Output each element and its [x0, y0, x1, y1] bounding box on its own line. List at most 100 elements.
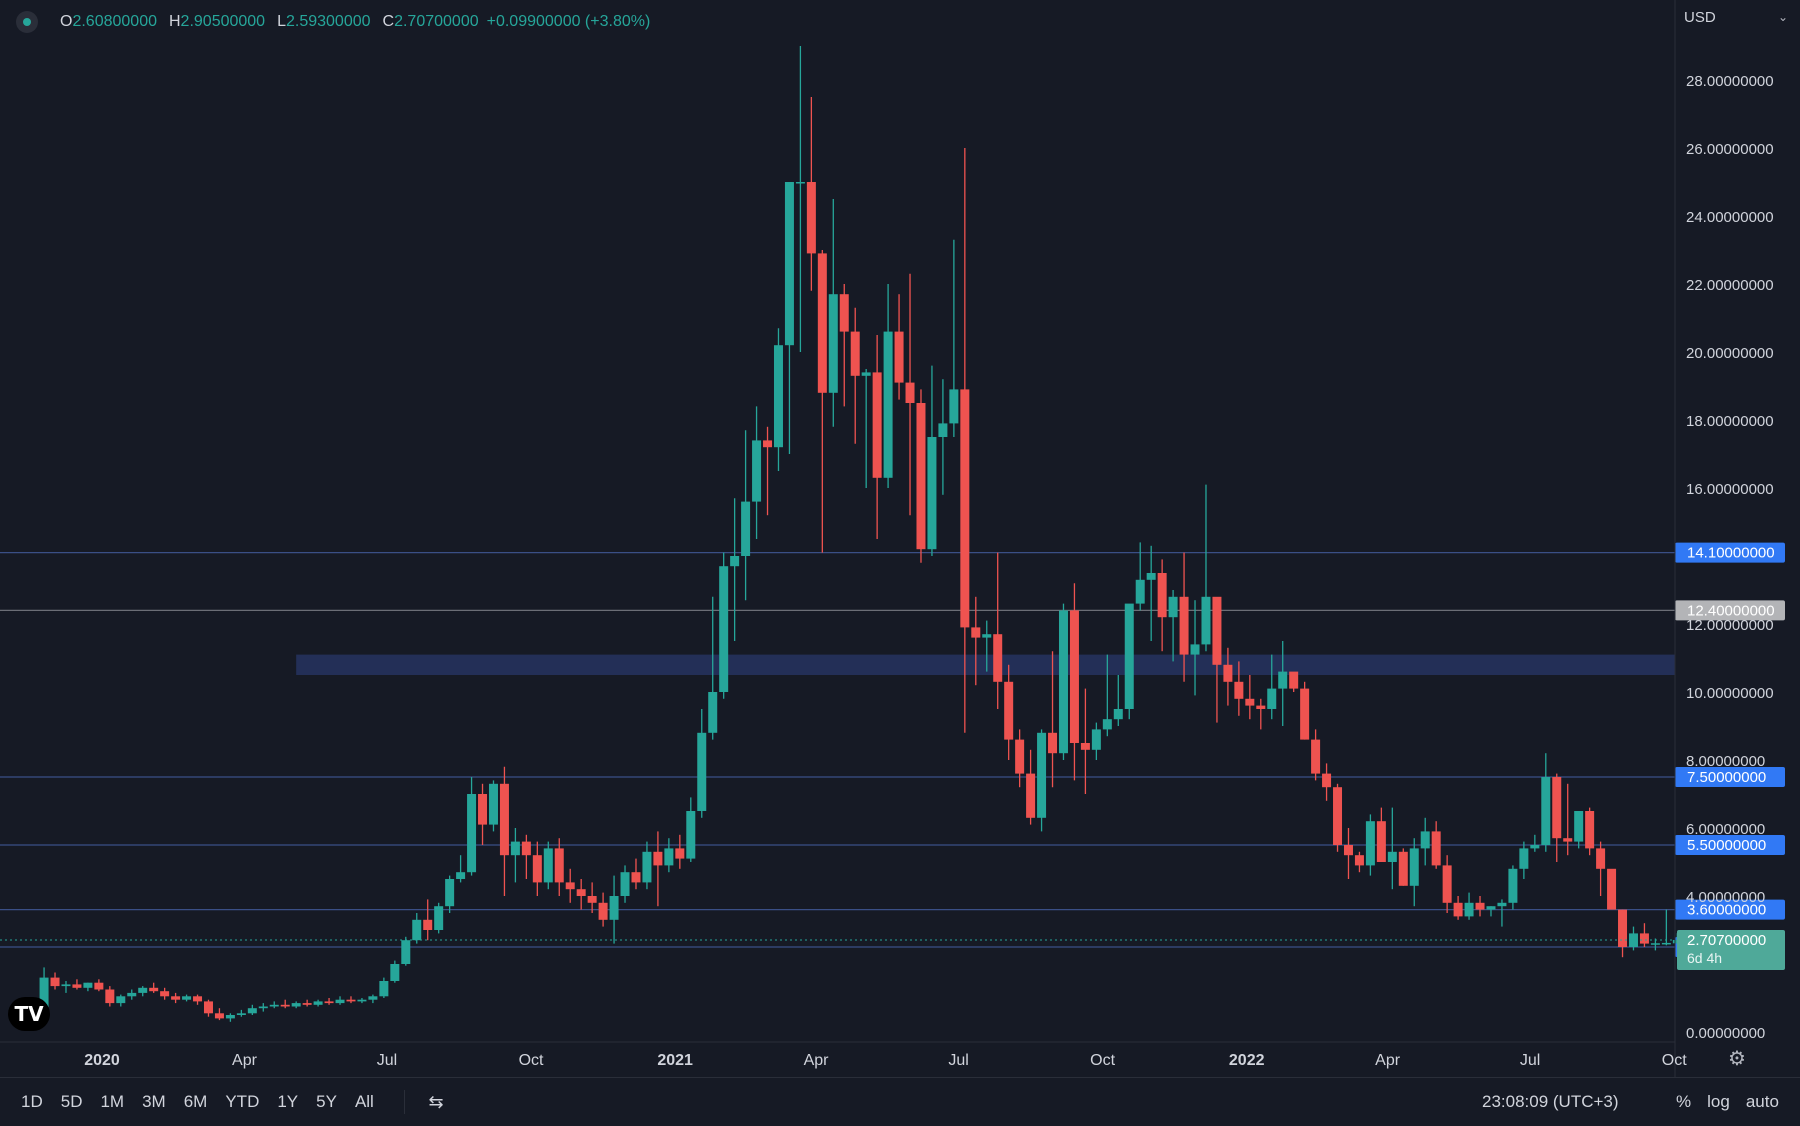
candle-body	[1037, 732, 1047, 818]
x-tick-label: Oct	[1662, 1052, 1687, 1069]
range-1y-button[interactable]: 1Y	[277, 1092, 299, 1111]
y-tick-label: 16.00000000	[1686, 481, 1774, 498]
bar-countdown-label: 6d 4h	[1687, 950, 1722, 966]
candle-body	[784, 182, 794, 346]
candle-body	[1519, 848, 1529, 869]
candle-body	[1453, 902, 1463, 917]
log-scale-button[interactable]: log	[1707, 1092, 1730, 1111]
candle-body	[83, 982, 93, 988]
candle-body	[1168, 596, 1178, 618]
candle-body	[960, 389, 970, 628]
x-tick-label: Jul	[377, 1052, 397, 1069]
candle-body	[258, 1006, 268, 1009]
price-chart[interactable]: 14.10000000 12.40000000 7.50000000 5.500000…	[0, 0, 1800, 1077]
range-6m-button[interactable]: 6M	[183, 1092, 208, 1111]
candle-body	[368, 996, 378, 1000]
low-value: 2.59300000	[285, 13, 371, 30]
candle-body	[1080, 743, 1090, 750]
currency-selector[interactable]: USD ⌄	[1684, 6, 1792, 28]
candle-body	[423, 919, 433, 930]
candle-body	[1256, 705, 1266, 709]
symbol-status-icon[interactable]	[16, 11, 38, 33]
candle-body	[795, 182, 805, 184]
calendar-goto-icon[interactable]: ⇆	[428, 1092, 444, 1112]
candle-body	[291, 1003, 301, 1007]
auto-scale-button[interactable]: auto	[1745, 1092, 1779, 1111]
candle-body	[905, 382, 915, 403]
candle-body	[587, 896, 597, 903]
candle-body	[1552, 777, 1562, 839]
candle-body	[971, 627, 981, 638]
level-price-label: 7.50000000	[1687, 769, 1766, 786]
candle-body	[499, 783, 509, 856]
y-tick-label: 22.00000000	[1686, 277, 1774, 294]
candle-body	[719, 566, 729, 692]
candle-body	[225, 1015, 235, 1019]
bottom-toolbar: 1D 5D 1M 3M 6M YTD 1Y 5Y All ⇆ 23:08:09 …	[0, 1077, 1800, 1126]
candle-body	[1541, 777, 1551, 845]
candle-body	[631, 872, 641, 883]
candle-body	[1289, 671, 1299, 689]
candle-body	[510, 841, 520, 856]
x-tick-label: Apr	[1375, 1052, 1401, 1069]
candle-body	[214, 1013, 224, 1019]
gear-icon[interactable]: ⚙	[1728, 1048, 1746, 1070]
candle-body	[193, 996, 203, 1002]
candle-body	[686, 811, 696, 859]
candle-body	[236, 1013, 246, 1015]
candle-body	[456, 872, 466, 879]
level-price-label: 12.40000000	[1687, 602, 1775, 619]
y-tick-label: 18.00000000	[1686, 413, 1774, 430]
y-tick-label: 4.00000000	[1686, 889, 1765, 906]
candle-body	[1179, 596, 1189, 655]
candle-body	[390, 964, 400, 981]
toolbar-divider	[404, 1090, 405, 1114]
candle-body	[1607, 868, 1617, 910]
candle-body	[1201, 596, 1211, 645]
range-all-button[interactable]: All	[354, 1092, 374, 1111]
candle-body	[379, 981, 389, 997]
candle-body	[1639, 933, 1649, 944]
range-buttons: 1D 5D 1M 3M 6M YTD 1Y 5Y All	[12, 1088, 383, 1116]
y-tick-label: 26.00000000	[1686, 141, 1774, 158]
candle-body	[182, 996, 192, 1000]
range-1m-button[interactable]: 1M	[100, 1092, 125, 1111]
tradingview-logo[interactable]: TV	[8, 997, 50, 1031]
level-price-label: 3.60000000	[1687, 902, 1766, 919]
candle-body	[828, 294, 838, 393]
candle-body	[1058, 610, 1068, 754]
candle-body	[763, 440, 773, 448]
last-price-label: 2.70700000	[1687, 932, 1766, 949]
candle-body	[280, 1004, 290, 1007]
range-3m-button[interactable]: 3M	[142, 1092, 166, 1111]
level-price-tag	[1675, 542, 1785, 563]
y-tick-label: 12.00000000	[1686, 617, 1774, 634]
candle-body	[1311, 739, 1321, 774]
candle-body	[1157, 573, 1167, 618]
candle-body	[708, 692, 718, 733]
range-ytd-button[interactable]: YTD	[225, 1092, 260, 1111]
candle-body	[883, 331, 893, 478]
candle-body	[61, 984, 71, 987]
range-5y-button[interactable]: 5Y	[316, 1092, 337, 1111]
high-key: H	[168, 13, 181, 30]
candle-body	[993, 634, 1003, 682]
candle-body	[94, 982, 104, 990]
candle-body	[1267, 688, 1277, 709]
candle-body	[1354, 855, 1364, 866]
candle-body	[478, 794, 488, 825]
candle-body	[247, 1008, 257, 1014]
candle-body	[1278, 671, 1288, 689]
candle-body	[817, 253, 827, 393]
x-tick-label: Oct	[1090, 1052, 1115, 1069]
x-tick-label: 2022	[1229, 1052, 1265, 1069]
candle-body	[850, 331, 860, 376]
clock: 23:08:09 (UTC+3)	[1482, 1092, 1619, 1111]
range-5d-button[interactable]: 5D	[60, 1092, 83, 1111]
open-key: O	[60, 13, 73, 30]
candle-body	[741, 501, 751, 556]
range-1d-button[interactable]: 1D	[21, 1092, 43, 1111]
percent-scale-button[interactable]: %	[1676, 1092, 1692, 1111]
candle-body	[1420, 831, 1430, 849]
x-tick-label: 2021	[657, 1052, 693, 1069]
